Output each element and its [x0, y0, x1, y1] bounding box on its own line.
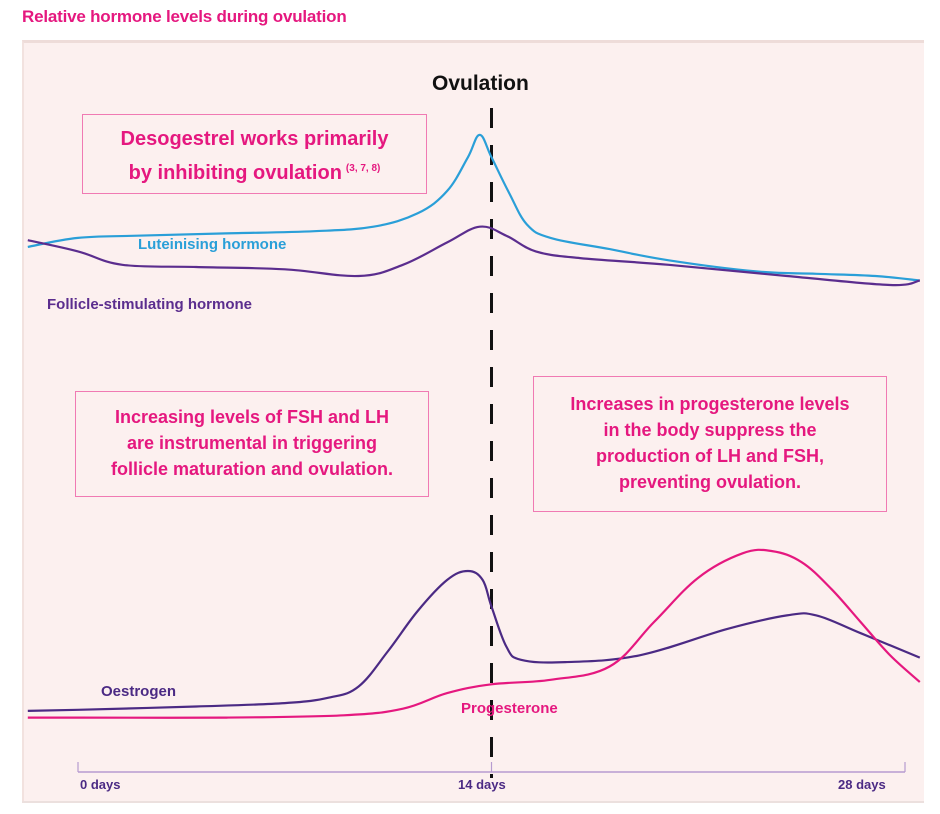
- x-axis: [78, 762, 905, 772]
- series-label-follicle-stimulating-hormone: Follicle-stimulating hormone: [47, 296, 252, 313]
- x-tick-label: 14 days: [458, 777, 506, 792]
- x-tick-label: 28 days: [838, 777, 886, 792]
- callout-line-text: by inhibiting ovulation: [129, 162, 342, 184]
- callout-line: Increasing levels of FSH and LH: [76, 404, 428, 430]
- callout-line: Desogestrel works primarily: [83, 124, 426, 154]
- callout-line: production of LH and FSH,: [534, 443, 886, 469]
- callout-fsh-lh: Increasing levels of FSH and LH are inst…: [75, 391, 429, 497]
- callout-line: by inhibiting ovulation (3, 7, 8): [83, 154, 426, 188]
- ovulation-label: Ovulation: [432, 72, 529, 96]
- callout-line: follicle maturation and ovulation.: [76, 456, 428, 482]
- callout-progesterone: Increases in progesterone levels in the …: [533, 376, 887, 512]
- callout-line: Increases in progesterone levels: [534, 391, 886, 417]
- series-label-oestrogen: Oestrogen: [101, 683, 176, 700]
- citation-superscript: (3, 7, 8): [346, 163, 380, 174]
- callout-line: are instrumental in triggering: [76, 430, 428, 456]
- series-label-luteinising-hormone: Luteinising hormone: [138, 236, 286, 253]
- callout-line: preventing ovulation.: [534, 469, 886, 495]
- callout-line: in the body suppress the: [534, 417, 886, 443]
- x-tick-label: 0 days: [80, 777, 120, 792]
- series-label-progesterone: Progesterone: [461, 700, 558, 717]
- callout-desogestrel: Desogestrel works primarily by inhibitin…: [82, 114, 427, 194]
